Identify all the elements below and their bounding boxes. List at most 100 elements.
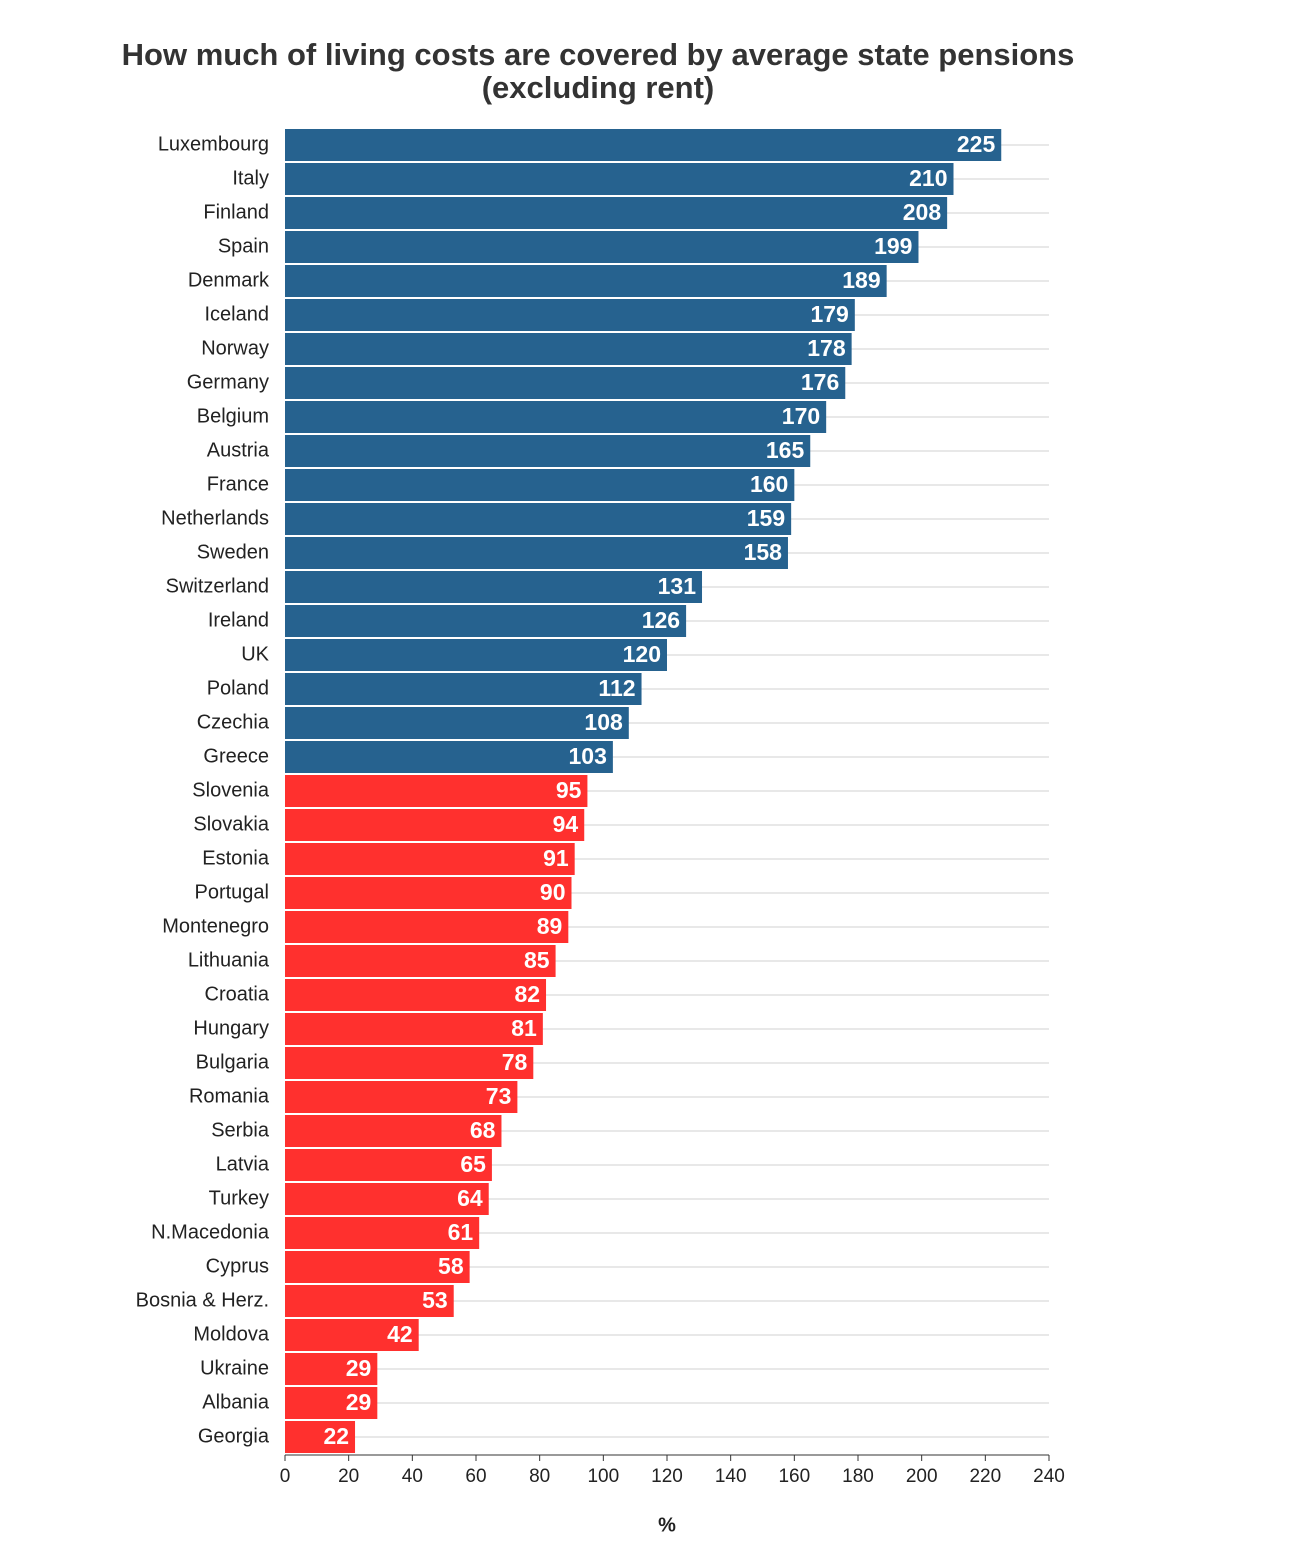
x-tick-label: 200: [906, 1466, 938, 1487]
value-label: 22: [323, 1423, 349, 1449]
bar: [285, 299, 855, 331]
value-label: 165: [766, 437, 805, 463]
bar: [285, 945, 556, 977]
value-label: 94: [553, 811, 579, 837]
bar: [285, 673, 642, 705]
y-tick-label: Lithuania: [188, 949, 270, 971]
value-label: 108: [584, 709, 623, 735]
x-tick-label: 20: [338, 1466, 359, 1487]
value-label: 73: [486, 1083, 512, 1109]
value-label: 68: [470, 1117, 496, 1143]
bar: [285, 979, 547, 1011]
y-tick-label: Turkey: [209, 1187, 269, 1209]
y-tick-label: Latvia: [216, 1153, 270, 1175]
bar: [285, 1217, 480, 1249]
value-label: 131: [658, 573, 697, 599]
value-label: 170: [782, 403, 820, 429]
value-label: 160: [750, 471, 788, 497]
x-tick-label: 160: [778, 1466, 810, 1487]
value-label: 82: [514, 981, 540, 1007]
value-label: 189: [842, 267, 880, 293]
value-label: 112: [598, 675, 635, 701]
bar: [285, 809, 585, 841]
y-tick-label: N.Macedonia: [151, 1221, 270, 1243]
bar: [285, 1149, 492, 1181]
bar: [285, 911, 569, 943]
y-tick-label: Belgium: [197, 405, 269, 427]
bar: [285, 1285, 454, 1317]
y-tick-label: Bosnia & Herz.: [136, 1289, 269, 1311]
value-label: 78: [502, 1049, 528, 1075]
bar: [285, 605, 687, 637]
bar: [285, 1421, 356, 1453]
value-label: 42: [387, 1321, 413, 1347]
bar: [285, 1353, 378, 1385]
y-tick-label: Ukraine: [200, 1357, 269, 1379]
y-tick-label: Bulgaria: [196, 1051, 270, 1073]
value-label: 178: [807, 335, 846, 361]
y-tick-label: UK: [241, 643, 269, 665]
bar: [285, 197, 948, 229]
bar: [285, 129, 1002, 161]
y-tick-label: Poland: [207, 677, 269, 699]
y-tick-label: Estonia: [202, 847, 270, 869]
x-tick-label: 100: [587, 1466, 619, 1487]
y-tick-label: Germany: [187, 371, 269, 393]
value-label: 159: [747, 505, 785, 531]
y-tick-label: Sweden: [197, 541, 269, 563]
x-tick-label: 120: [651, 1466, 683, 1487]
bar: [285, 1387, 378, 1419]
value-label: 53: [422, 1287, 448, 1313]
value-label: 179: [810, 301, 848, 327]
bar: [285, 1047, 534, 1079]
bar: [285, 1319, 419, 1351]
x-tick-label: 240: [1033, 1466, 1065, 1487]
bar: [285, 843, 575, 875]
bar: [285, 1115, 502, 1147]
x-tick-label: 80: [529, 1466, 550, 1487]
bar: [285, 537, 788, 569]
y-tick-label: Slovenia: [192, 779, 270, 801]
bar: [285, 401, 827, 433]
x-tick-label: 40: [402, 1466, 423, 1487]
bar: [285, 1183, 489, 1215]
bar: [285, 877, 572, 909]
y-tick-label: Slovakia: [193, 813, 269, 835]
bar: [285, 367, 846, 399]
y-tick-label: Finland: [203, 201, 269, 223]
value-label: 85: [524, 947, 550, 973]
y-tick-label: Romania: [189, 1085, 270, 1107]
y-tick-label: Switzerland: [166, 575, 269, 597]
y-tick-label: France: [207, 473, 269, 495]
x-tick-label: 220: [969, 1466, 1001, 1487]
value-label: 65: [460, 1151, 486, 1177]
value-label: 91: [543, 845, 569, 871]
y-tick-label: Italy: [232, 167, 269, 189]
y-tick-label: Cyprus: [206, 1255, 269, 1277]
value-label: 120: [623, 641, 661, 667]
y-tick-label: Greece: [203, 745, 269, 767]
y-tick-label: Netherlands: [161, 507, 269, 529]
y-tick-label: Ireland: [208, 609, 269, 631]
y-tick-label: Portugal: [195, 881, 270, 903]
y-tick-label: Norway: [201, 337, 269, 359]
y-tick-label: Denmark: [188, 269, 270, 291]
value-label: 64: [457, 1185, 483, 1211]
bar: [285, 231, 919, 263]
bar: [285, 469, 795, 501]
value-label: 210: [909, 165, 947, 191]
value-label: 225: [957, 131, 996, 157]
value-label: 29: [346, 1355, 372, 1381]
value-label: 208: [903, 199, 942, 225]
value-label: 176: [801, 369, 839, 395]
y-tick-label: Austria: [207, 439, 270, 461]
value-label: 158: [744, 539, 783, 565]
x-tick-label: 140: [715, 1466, 747, 1487]
bar: [285, 571, 703, 603]
y-tick-label: Moldova: [193, 1323, 269, 1345]
value-label: 103: [569, 743, 607, 769]
y-tick-label: Czechia: [197, 711, 270, 733]
value-label: 89: [537, 913, 563, 939]
